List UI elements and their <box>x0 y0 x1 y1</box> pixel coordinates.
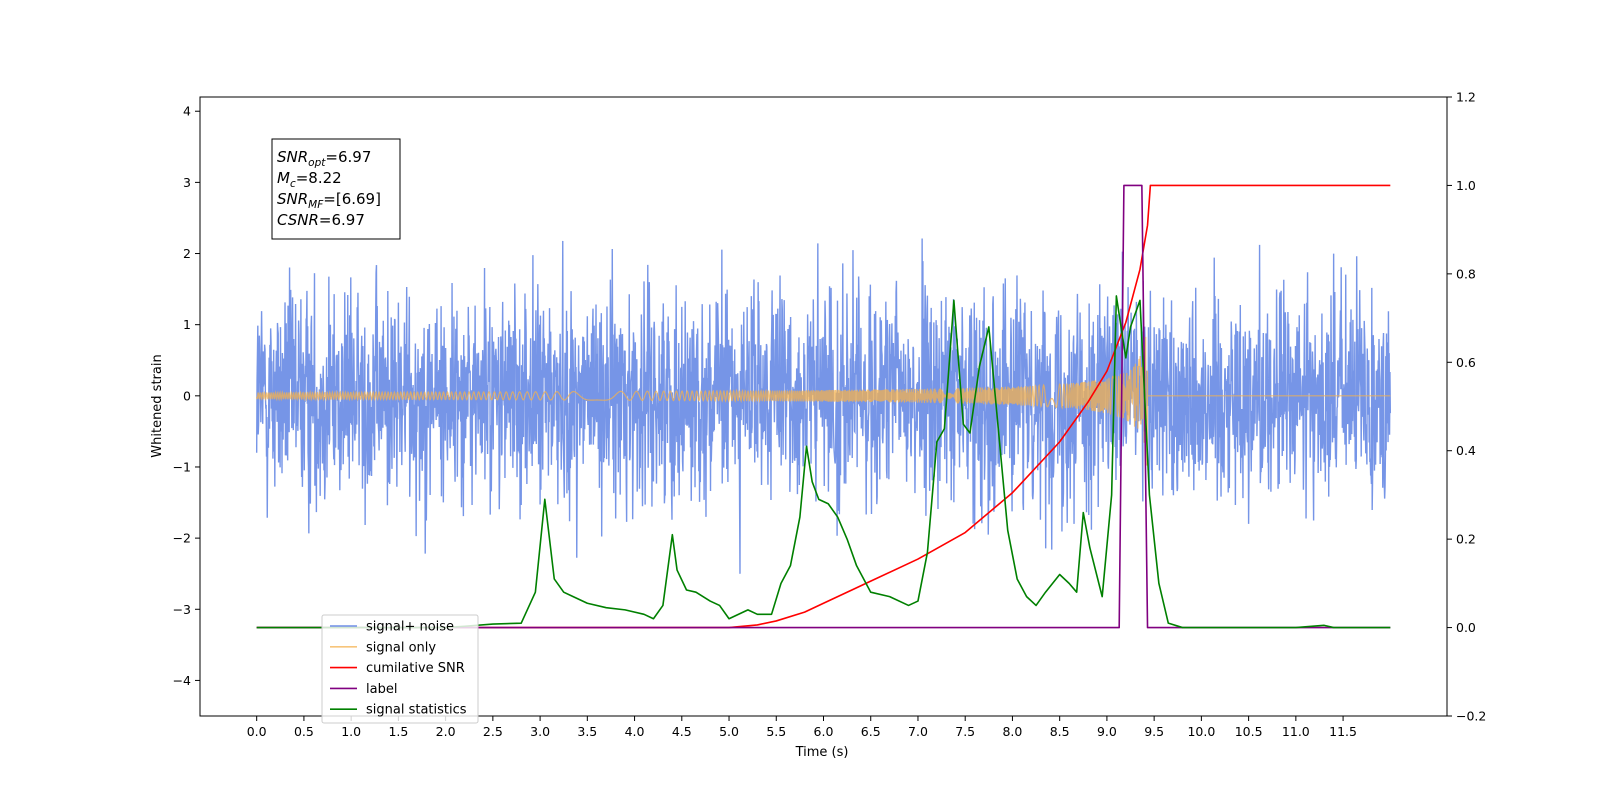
x-tick-label: 7.0 <box>908 724 928 739</box>
annotation-line: SNRMF=[6.69] <box>277 190 381 211</box>
legend-entry: signal statistics <box>366 703 467 718</box>
y-tick-label: 4 <box>183 104 191 119</box>
y-tick-label: 2 <box>183 246 191 261</box>
x-tick-label: 3.5 <box>577 724 597 739</box>
x-tick-label: 9.5 <box>1144 724 1164 739</box>
annotation-line: SNRopt=6.97 <box>277 148 371 169</box>
y2-tick-label: 0.0 <box>1456 620 1476 635</box>
legend-entry: signal only <box>366 640 436 655</box>
x-tick-label: 6.0 <box>814 724 834 739</box>
y2-tick-label: 1.2 <box>1456 90 1476 105</box>
y2-tick-label: −0.2 <box>1456 709 1486 724</box>
y-tick-label: 3 <box>183 175 191 190</box>
x-tick-label: 11.5 <box>1329 724 1357 739</box>
x-tick-label: 4.0 <box>625 724 645 739</box>
y-axis-label: Whitened strain <box>150 354 165 457</box>
x-tick-label: 10.5 <box>1235 724 1263 739</box>
series-cumilative-snr <box>256 184 1391 629</box>
x-axis: 0.0 0.5 1.0 1.5 2.0 2.5 3.0 3.5 4.0 4.5 5.0 5.5 6.0 6… <box>247 716 1357 739</box>
legend-entry: cumilative SNR <box>366 661 465 676</box>
x-tick-label: 0.0 <box>247 724 267 739</box>
x-tick-label: 8.0 <box>1002 724 1022 739</box>
y2-tick-label: 0.2 <box>1456 532 1476 547</box>
x-tick-label: 11.0 <box>1282 724 1310 739</box>
legend-entry: label <box>366 682 397 697</box>
x-tick-label: 2.0 <box>436 724 456 739</box>
y-tick-label: 0 <box>183 388 191 403</box>
x-tick-label: 6.5 <box>861 724 881 739</box>
x-tick-label: 4.5 <box>672 724 692 739</box>
x-tick-label: 1.0 <box>341 724 361 739</box>
y-axis-left: 4 3 2 1 0 −1 −2 −3 −4 <box>173 104 200 688</box>
x-tick-label: 9.0 <box>1097 724 1117 739</box>
y2-tick-label: 1.0 <box>1456 178 1476 193</box>
y-tick-label: −4 <box>173 673 191 688</box>
x-tick-label: 0.5 <box>294 724 314 739</box>
x-tick-label: 10.0 <box>1187 724 1215 739</box>
x-tick-label: 2.5 <box>483 724 503 739</box>
y-tick-label: −2 <box>173 531 191 546</box>
x-tick-label: 8.5 <box>1050 724 1070 739</box>
series-signal-noise <box>255 238 1392 574</box>
y2-tick-label: 0.8 <box>1456 266 1476 281</box>
y2-tick-label: 0.6 <box>1456 355 1476 370</box>
legend-entry: signal+ noise <box>366 620 454 635</box>
annotation-line: Mc=8.22 <box>277 169 342 190</box>
series-signal-only <box>256 336 1391 466</box>
legend: signal+ noise signal only cumilative SNR la… <box>321 614 479 724</box>
y2-tick-label: 0.4 <box>1456 443 1476 458</box>
annotation-frame <box>271 138 401 240</box>
series-signal-statistics <box>256 295 1391 629</box>
x-tick-label: 7.5 <box>955 724 975 739</box>
y-tick-label: −1 <box>173 459 191 474</box>
x-tick-label: 5.5 <box>766 724 786 739</box>
annotation-line: CSNR=6.97 <box>277 211 365 229</box>
y-tick-label: 1 <box>183 317 191 332</box>
y-axis-right: 1.2 1.0 0.8 0.6 0.4 0.2 0.0 −0.2 <box>1447 90 1486 724</box>
y-tick-label: −3 <box>173 602 191 617</box>
legend-frame <box>321 614 479 724</box>
x-tick-label: 3.0 <box>530 724 550 739</box>
x-axis-label: Time (s) <box>795 745 849 760</box>
x-tick-label: 5.0 <box>719 724 739 739</box>
x-tick-label: 1.5 <box>388 724 408 739</box>
